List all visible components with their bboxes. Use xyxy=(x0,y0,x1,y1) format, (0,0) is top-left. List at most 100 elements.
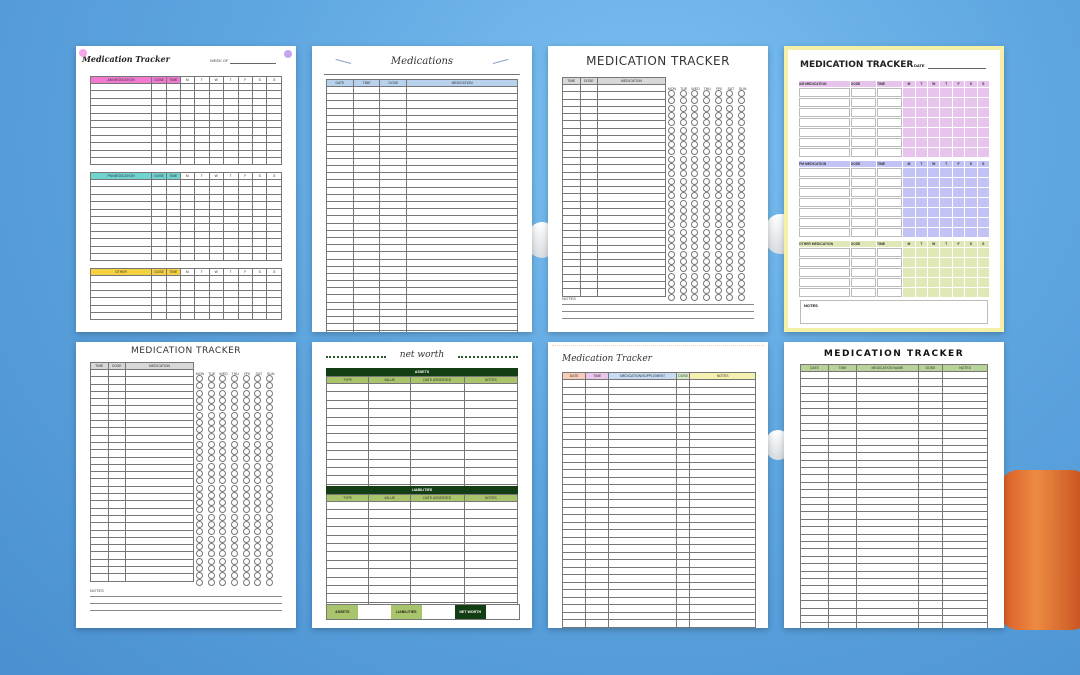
dose-checkbox-circle[interactable] xyxy=(219,542,227,550)
dose-checkbox-circle[interactable] xyxy=(668,119,676,127)
table-cell[interactable] xyxy=(952,178,965,187)
table-cell[interactable] xyxy=(208,127,225,136)
table-cell[interactable] xyxy=(266,223,282,232)
table-cell[interactable] xyxy=(352,265,381,274)
table-cell[interactable] xyxy=(608,581,677,590)
table-cell[interactable] xyxy=(828,444,858,454)
table-cell[interactable] xyxy=(799,467,830,476)
dose-checkbox-circle[interactable] xyxy=(265,382,273,390)
table-cell[interactable] xyxy=(379,114,408,123)
table-cell[interactable] xyxy=(675,431,691,440)
dose-checkbox-circle[interactable] xyxy=(703,184,711,192)
table-cell[interactable] xyxy=(579,266,598,275)
table-cell[interactable] xyxy=(90,551,109,560)
table-cell[interactable] xyxy=(561,454,587,463)
table-cell[interactable] xyxy=(266,193,282,203)
table-cell[interactable] xyxy=(675,566,691,575)
table-cell[interactable] xyxy=(194,97,210,107)
table-cell[interactable] xyxy=(876,218,903,227)
table-cell[interactable] xyxy=(266,105,282,114)
table-cell[interactable] xyxy=(928,148,940,157)
table-cell[interactable] xyxy=(463,509,518,519)
table-cell[interactable] xyxy=(562,113,581,122)
dose-checkbox-circle[interactable] xyxy=(207,521,215,528)
dose-checkbox-circle[interactable] xyxy=(703,90,711,97)
dose-checkbox-circle[interactable] xyxy=(231,477,239,485)
dose-checkbox-circle[interactable] xyxy=(254,513,262,521)
table-cell[interactable] xyxy=(368,408,412,418)
table-cell[interactable] xyxy=(166,119,181,129)
table-cell[interactable] xyxy=(675,409,691,418)
table-cell[interactable] xyxy=(326,200,354,210)
table-cell[interactable] xyxy=(325,466,370,477)
dose-checkbox-circle[interactable] xyxy=(196,469,204,477)
table-cell[interactable] xyxy=(952,168,965,177)
table-cell[interactable] xyxy=(856,518,919,528)
table-cell[interactable] xyxy=(585,536,610,545)
dose-checkbox-circle[interactable] xyxy=(254,535,262,543)
table-cell[interactable] xyxy=(942,496,988,506)
table-cell[interactable] xyxy=(194,289,210,299)
table-cell[interactable] xyxy=(208,97,225,107)
table-cell[interactable] xyxy=(856,489,919,498)
table-cell[interactable] xyxy=(675,551,691,560)
table-cell[interactable] xyxy=(406,193,518,203)
table-cell[interactable] xyxy=(561,521,587,530)
dose-checkbox-circle[interactable] xyxy=(679,170,687,178)
table-cell[interactable] xyxy=(856,474,919,483)
dose-checkbox-circle[interactable] xyxy=(219,448,227,455)
table-cell[interactable] xyxy=(799,496,830,506)
table-cell[interactable] xyxy=(352,251,381,260)
table-cell[interactable] xyxy=(107,514,126,524)
table-cell[interactable] xyxy=(410,593,465,603)
dose-checkbox-circle[interactable] xyxy=(254,528,262,536)
table-cell[interactable] xyxy=(463,576,518,586)
table-cell[interactable] xyxy=(463,542,518,553)
dose-checkbox-circle[interactable] xyxy=(703,177,711,185)
table-cell[interactable] xyxy=(597,266,666,275)
dose-checkbox-circle[interactable] xyxy=(726,199,734,207)
table-cell[interactable] xyxy=(585,401,610,410)
table-cell[interactable] xyxy=(915,258,928,267)
dose-checkbox-circle[interactable] xyxy=(726,250,734,258)
table-cell[interactable] xyxy=(326,121,354,131)
table-cell[interactable] xyxy=(903,248,915,257)
table-cell[interactable] xyxy=(828,481,858,491)
table-cell[interactable] xyxy=(325,542,370,553)
dose-checkbox-circle[interactable] xyxy=(737,90,745,97)
table-cell[interactable] xyxy=(799,188,850,197)
table-cell[interactable] xyxy=(125,573,194,582)
dose-checkbox-circle[interactable] xyxy=(668,126,676,134)
table-cell[interactable] xyxy=(194,127,210,136)
dose-checkbox-circle[interactable] xyxy=(679,126,687,134)
dose-checkbox-circle[interactable] xyxy=(231,462,239,470)
table-cell[interactable] xyxy=(562,280,581,290)
table-cell[interactable] xyxy=(90,97,152,107)
table-cell[interactable] xyxy=(463,466,518,477)
dose-checkbox-circle[interactable] xyxy=(242,542,250,550)
table-cell[interactable] xyxy=(251,82,268,92)
table-cell[interactable] xyxy=(942,437,988,446)
dose-checkbox-circle[interactable] xyxy=(207,557,215,565)
table-cell[interactable] xyxy=(903,118,915,127)
table-cell[interactable] xyxy=(799,437,830,446)
dose-checkbox-circle[interactable] xyxy=(679,97,687,105)
table-cell[interactable] xyxy=(917,437,944,446)
table-cell[interactable] xyxy=(965,228,977,237)
table-cell[interactable] xyxy=(903,258,915,267)
table-cell[interactable] xyxy=(90,558,109,568)
table-cell[interactable] xyxy=(856,378,919,387)
table-cell[interactable] xyxy=(856,422,919,432)
table-cell[interactable] xyxy=(675,424,691,433)
table-cell[interactable] xyxy=(410,559,465,570)
table-cell[interactable] xyxy=(150,119,168,129)
table-cell[interactable] xyxy=(379,294,408,303)
dose-checkbox-circle[interactable] xyxy=(207,411,215,419)
table-cell[interactable] xyxy=(915,268,928,277)
table-cell[interactable] xyxy=(856,585,919,594)
table-cell[interactable] xyxy=(90,420,109,429)
dose-checkbox-circle[interactable] xyxy=(668,111,676,119)
table-cell[interactable] xyxy=(579,113,598,122)
table-cell[interactable] xyxy=(208,90,225,99)
table-cell[interactable] xyxy=(799,407,830,417)
